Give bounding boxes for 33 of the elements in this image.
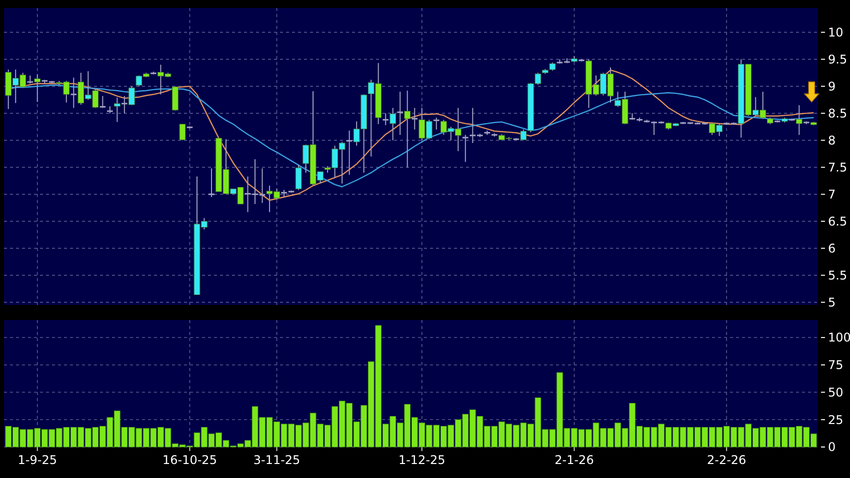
y-tick-label: 50 [828,385,844,400]
y-tick-label: 6 [828,242,836,256]
x-tick-label: 1-9-25 [18,453,57,467]
x-tick-label: 16-10-25 [162,453,217,467]
y-tick-label: 5 [828,296,836,310]
candlestick [120,96,128,114]
y-tick-label: 75 [828,358,844,372]
y-tick-label: 8.5 [828,106,848,120]
candlestick [396,91,404,136]
candlestick [208,168,216,198]
candlestick [432,117,440,130]
y-tick-label: 10 [828,26,844,40]
candlestick [295,164,302,190]
x-tick-label: 2-2-26 [706,453,746,467]
candlestick [99,96,106,108]
y-tick-label: 6.5 [828,214,848,228]
candlestick [346,130,353,176]
y-tick-label: 7.5 [828,160,848,174]
x-tick-label: 2-1-26 [554,453,594,467]
y-tick-label: 100 [828,330,850,345]
y-tick-label: 25 [828,412,844,427]
candlestick [462,134,470,162]
x-tick-label: 1-12-25 [398,453,446,467]
y-tick-label: 5.5 [828,268,848,282]
x-tick-label: 3-11-25 [253,453,300,467]
y-tick-label: 7 [828,188,836,202]
candlestick [410,107,418,130]
y-tick-label: 9 [828,80,836,94]
y-tick-label: 8 [828,134,836,148]
y-tick-label: 9.5 [828,52,848,66]
candlestick [382,112,390,126]
candlestick [70,77,78,108]
y-tick-label: 0 [828,440,836,454]
